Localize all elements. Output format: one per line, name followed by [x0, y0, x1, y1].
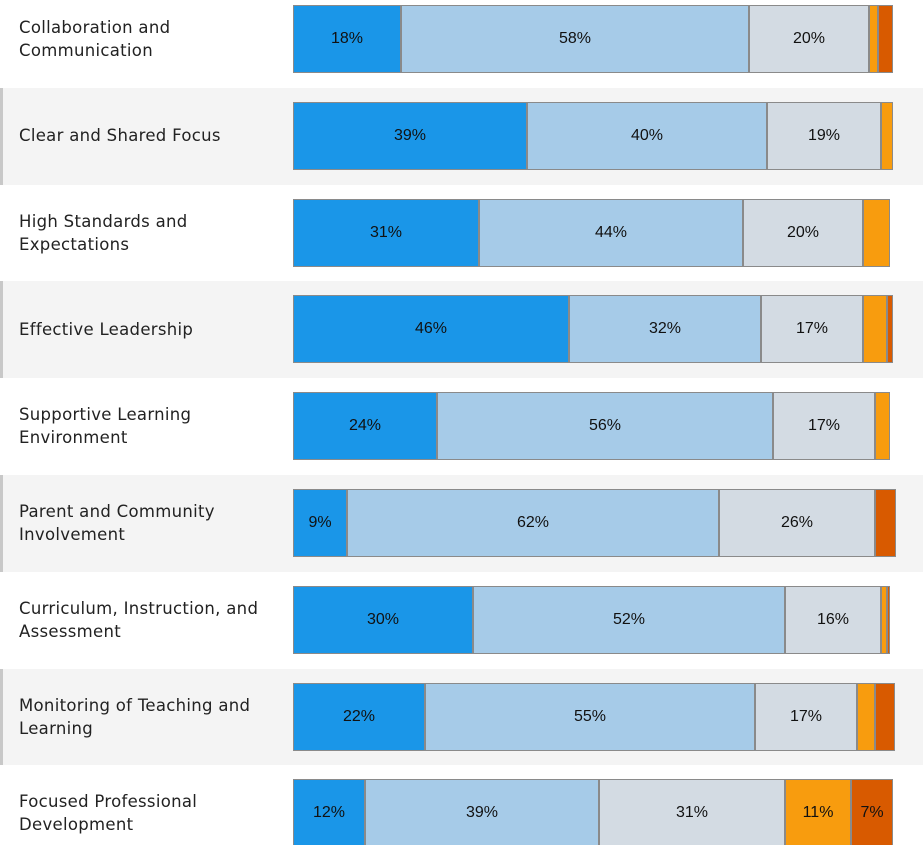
bar-segment: [785, 585, 881, 654]
category-label: Collaboration and Communication: [19, 18, 171, 60]
category-label: Effective Leadership: [19, 319, 194, 339]
bar-segment: [527, 101, 767, 170]
bar-segment: [293, 198, 479, 267]
data-label: 17%: [789, 707, 823, 725]
data-label: 56%: [588, 417, 622, 435]
bar-segment: [425, 682, 755, 751]
data-label: 24%: [348, 417, 382, 435]
data-label: 22%: [342, 707, 376, 725]
data-label: 7%: [860, 804, 884, 822]
data-label: 55%: [573, 707, 607, 725]
row-band-edge: [0, 475, 3, 572]
category-label: Curriculum, Instruction, and Assessment: [19, 598, 259, 641]
data-label: 39%: [465, 804, 499, 822]
bar-segment: [401, 5, 749, 73]
bar-segment: [365, 779, 599, 845]
data-label: 39%: [393, 126, 427, 144]
bar-segment: [293, 295, 569, 364]
bar-segment: [569, 295, 761, 364]
bar-segment: [293, 585, 473, 654]
data-label: 20%: [786, 223, 820, 241]
bar-segment: [875, 489, 896, 557]
data-label: 40%: [630, 126, 664, 144]
data-label: 19%: [807, 126, 841, 144]
bar-segment: [293, 682, 425, 751]
bar-segment: [875, 392, 890, 461]
category-label: Clear and Shared Focus: [19, 126, 221, 146]
bar-segment: [293, 392, 437, 461]
bar-segment: [755, 682, 857, 751]
bar-segment: [851, 779, 893, 845]
bar-segment: [743, 198, 863, 267]
bar-segment: [293, 489, 347, 557]
category-label: Supportive Learning Environment: [19, 405, 192, 448]
bar-segment: [881, 101, 893, 170]
data-label: 32%: [648, 320, 682, 338]
data-label: 17%: [795, 320, 829, 338]
data-label: 11%: [802, 804, 834, 822]
category-label: High Standards and Expectations: [19, 211, 188, 254]
data-label: 12%: [312, 804, 346, 822]
bar-segment: [767, 101, 881, 170]
bar-segment: [887, 295, 893, 364]
bar-segment: [293, 5, 401, 73]
data-label: 16%: [816, 610, 850, 628]
data-label: 31%: [369, 223, 403, 241]
data-label: 62%: [516, 514, 550, 531]
bar-segment: [293, 779, 365, 845]
row-band-edge: [0, 87, 3, 185]
category-label: Focused Professional Development: [19, 792, 198, 835]
bar-segment: [761, 295, 863, 364]
row-band-edge: [0, 281, 3, 379]
bar-segment: [473, 585, 785, 654]
bar-segment: [881, 585, 887, 654]
bar-segment: [773, 392, 875, 461]
bar-segment: [437, 392, 773, 461]
bar-segment: [878, 5, 893, 73]
bar-segment: [719, 489, 875, 557]
data-label: 44%: [594, 223, 628, 241]
bar-segment: [785, 779, 851, 845]
data-label: 52%: [612, 610, 646, 628]
data-label: 9%: [308, 514, 332, 531]
category-label: Parent and Community Involvement: [19, 502, 215, 544]
bar-segment: [479, 198, 743, 267]
bar-segment: [863, 198, 890, 267]
bar-segment: [869, 5, 878, 73]
data-label: 30%: [366, 610, 400, 628]
data-label: 17%: [807, 417, 841, 435]
bar-segment: [875, 682, 895, 751]
data-label: 18%: [330, 30, 364, 47]
data-label: 26%: [780, 514, 814, 531]
category-label: Monitoring of Teaching and Learning: [19, 695, 251, 738]
data-label: 46%: [414, 320, 448, 338]
data-label: 58%: [558, 30, 592, 47]
data-label: 31%: [675, 804, 709, 822]
bar-segment: [347, 489, 719, 557]
bar-segment: [749, 5, 869, 73]
bar-segment: [857, 682, 875, 751]
row-band-edge: [0, 668, 3, 766]
bar-segment: [599, 779, 785, 845]
bar-segment: [863, 295, 887, 364]
bar-segment: [887, 585, 890, 654]
bar-segment: [293, 101, 527, 170]
data-label: 20%: [792, 30, 826, 47]
